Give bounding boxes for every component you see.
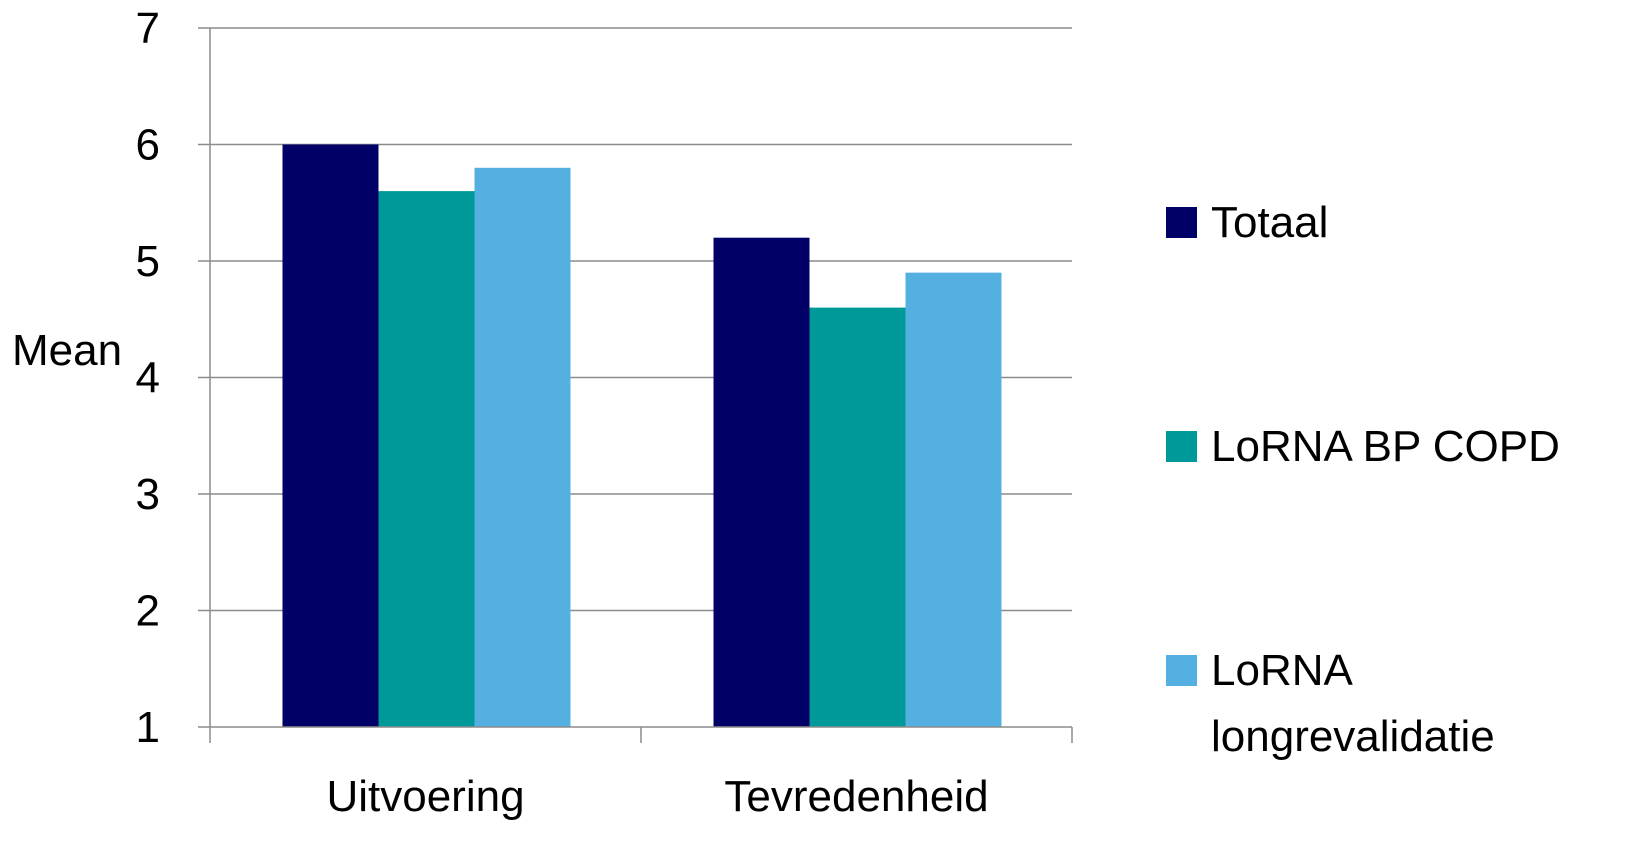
legend-swatch bbox=[1166, 655, 1197, 686]
y-tick-label: 7 bbox=[136, 4, 160, 53]
y-tick-label: 2 bbox=[136, 587, 160, 636]
y-tick-labels: 1 2 3 4 5 6 7 bbox=[136, 4, 160, 752]
y-axis-title: Mean bbox=[12, 326, 122, 375]
legend-label: longrevalidatie bbox=[1211, 712, 1495, 761]
x-tick-label: Uitvoering bbox=[326, 772, 524, 821]
bars bbox=[282, 144, 1002, 728]
legend-label: LoRNA bbox=[1211, 646, 1353, 695]
bar-uitvoering-0 bbox=[282, 144, 379, 727]
y-tick-label: 3 bbox=[136, 470, 160, 519]
y-tick-label: 6 bbox=[136, 121, 160, 170]
bar-uitvoering-1 bbox=[378, 191, 475, 728]
x-tick-label: Tevredenheid bbox=[724, 772, 988, 821]
legend-label: LoRNA BP COPD bbox=[1211, 422, 1560, 471]
legend-swatch bbox=[1166, 207, 1197, 238]
legend-label: Totaal bbox=[1211, 198, 1328, 247]
bar-tevredenheid-1 bbox=[809, 307, 906, 727]
bar-tevredenheid-0 bbox=[713, 237, 810, 727]
x-tick-labels: Uitvoering Tevredenheid bbox=[326, 772, 988, 821]
y-tick-label: 5 bbox=[136, 237, 160, 286]
y-tick-label: 1 bbox=[136, 703, 160, 752]
axes bbox=[198, 27, 1073, 743]
bar-tevredenheid-2 bbox=[905, 272, 1002, 727]
legend-swatch bbox=[1166, 431, 1197, 462]
legend: Totaal LoRNA BP COPD LoRNA longrevalidatie bbox=[1166, 198, 1560, 761]
bar-uitvoering-2 bbox=[474, 167, 571, 728]
y-tick-label: 4 bbox=[136, 354, 160, 403]
